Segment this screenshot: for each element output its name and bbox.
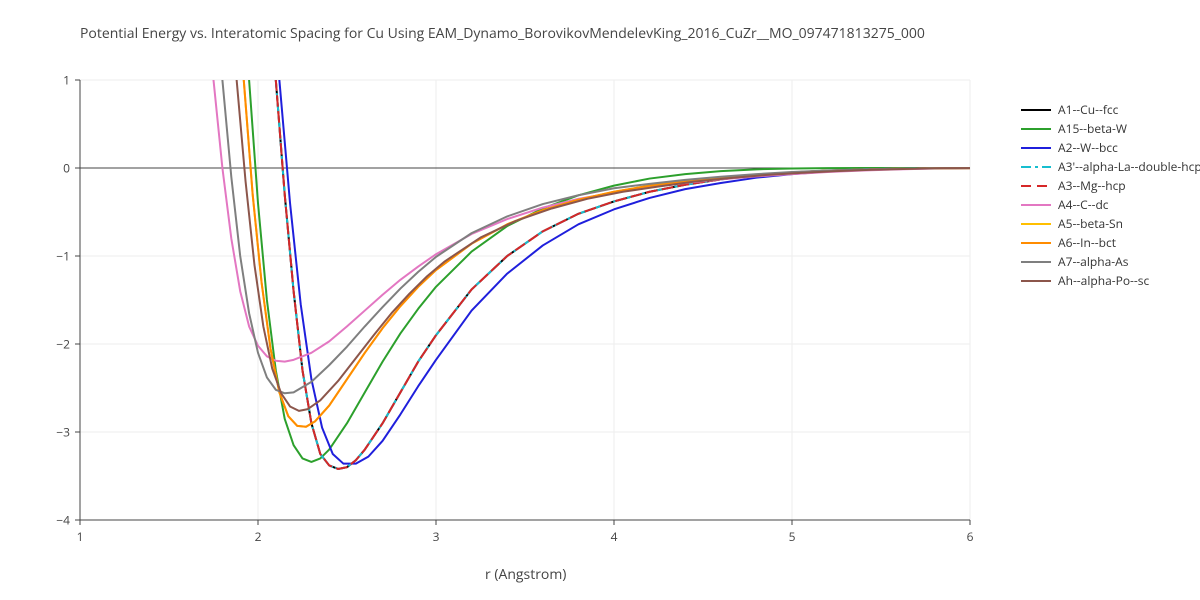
legend-label: A1--Cu--fcc (1058, 101, 1118, 118)
y-tick-label: 1 (63, 72, 70, 89)
chart-container: Potential Energy vs. Interatomic Spacing… (0, 0, 1200, 600)
legend-swatch (1020, 142, 1052, 154)
legend-item[interactable]: A4--C--dc (1020, 195, 1200, 214)
legend-item[interactable]: A3'--alpha-La--double-hcp (1020, 157, 1200, 176)
legend-label: Ah--alpha-Po--sc (1058, 272, 1149, 289)
legend-item[interactable]: A6--In--bct (1020, 233, 1200, 252)
x-tick-label: 5 (789, 528, 796, 545)
legend-swatch (1020, 199, 1052, 211)
legend-swatch (1020, 104, 1052, 116)
legend-item[interactable]: A2--W--bcc (1020, 138, 1200, 157)
plot-area[interactable] (80, 80, 970, 520)
y-tick-label: −4 (56, 512, 70, 529)
legend-label: A6--In--bct (1058, 234, 1116, 251)
x-tick-label: 4 (611, 528, 618, 545)
legend-label: A5--beta-Sn (1058, 215, 1123, 232)
legend-swatch (1020, 161, 1052, 173)
legend-label: A15--beta-W (1058, 120, 1127, 137)
legend-swatch (1020, 275, 1052, 287)
legend-item[interactable]: A3--Mg--hcp (1020, 176, 1200, 195)
legend-item[interactable]: A5--beta-Sn (1020, 214, 1200, 233)
legend-swatch (1020, 256, 1052, 268)
legend-label: A7--alpha-As (1058, 253, 1128, 270)
legend-swatch (1020, 123, 1052, 135)
y-tick-label: 0 (63, 160, 70, 177)
legend-item[interactable]: Ah--alpha-Po--sc (1020, 271, 1200, 290)
legend-item[interactable]: A15--beta-W (1020, 119, 1200, 138)
legend[interactable]: A1--Cu--fcc A15--beta-W A2--W--bcc A3'--alp… (1020, 100, 1200, 290)
x-tick-label: 1 (77, 528, 84, 545)
x-tick-label: 6 (967, 528, 974, 545)
legend-item[interactable]: A7--alpha-As (1020, 252, 1200, 271)
legend-label: A4--C--dc (1058, 196, 1109, 213)
legend-swatch (1020, 180, 1052, 192)
y-tick-label: −3 (56, 424, 70, 441)
x-tick-label: 3 (433, 528, 440, 545)
x-tick-label: 2 (255, 528, 262, 545)
y-tick-label: −2 (56, 336, 70, 353)
legend-label: A2--W--bcc (1058, 139, 1118, 156)
legend-label: A3--Mg--hcp (1058, 177, 1126, 194)
legend-swatch (1020, 237, 1052, 249)
chart-title: Potential Energy vs. Interatomic Spacing… (80, 24, 925, 43)
x-axis-label: r (Angstrom) (485, 565, 566, 584)
legend-label: A3'--alpha-La--double-hcp (1058, 158, 1200, 175)
legend-swatch (1020, 218, 1052, 230)
y-tick-label: −1 (56, 248, 70, 265)
legend-item[interactable]: A1--Cu--fcc (1020, 100, 1200, 119)
